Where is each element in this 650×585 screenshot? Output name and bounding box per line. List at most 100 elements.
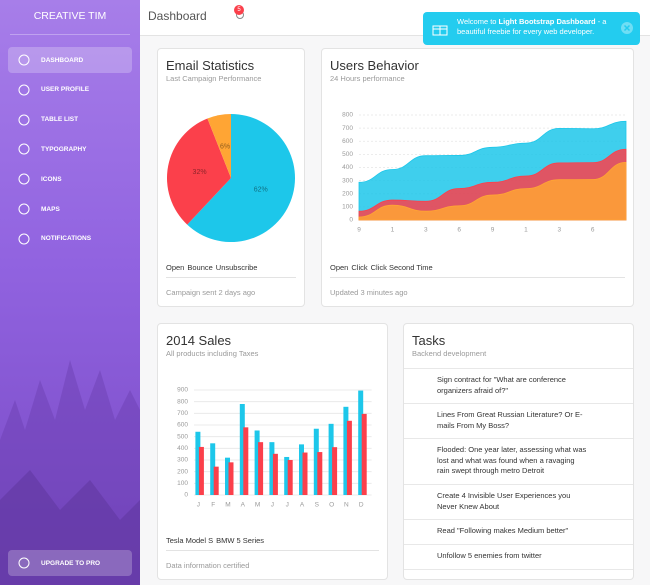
icon-shape: [18, 557, 30, 569]
icon-shape: [18, 143, 30, 155]
nav-item[interactable]: DASHBOARD: [8, 47, 132, 73]
task-row: Create 4 Invisible User Experiences you …: [404, 484, 633, 519]
bar: [213, 466, 219, 495]
task-text: Unfollow 5 enemies from twitter: [437, 551, 542, 560]
card-footer: Updated 3 minutes ago: [330, 288, 408, 297]
icon-shape: [18, 84, 30, 96]
nav-item[interactable]: TYPOGRAPHY: [8, 136, 132, 162]
divider: [330, 277, 625, 278]
x-tick-label: J: [197, 502, 200, 509]
task-row: Read "Following makes Medium better": [404, 519, 633, 544]
notification: Welcome to Light Bootstrap Dashboard - a…: [423, 12, 640, 45]
y-tick-label: 800: [177, 398, 188, 405]
y-tick-label: 100: [342, 204, 353, 211]
x-tick-label: F: [211, 502, 215, 509]
bar: [254, 430, 260, 495]
icon-shape: [18, 54, 30, 66]
x-tick-label: 9: [491, 227, 495, 234]
x-tick-label: N: [344, 502, 349, 509]
y-tick-label: 900: [177, 387, 188, 394]
separator: [10, 34, 130, 35]
card: Tasks Backend development Sign contract fo…: [403, 323, 634, 580]
nav-icon: [18, 84, 30, 96]
divider: [404, 569, 633, 570]
legend: Tesla Model S BMW 5 Series: [166, 536, 267, 545]
card-footer: Data information certified: [166, 561, 250, 570]
y-tick-label: 500: [177, 433, 188, 440]
bar: [243, 427, 249, 495]
y-tick-label: 100: [177, 480, 188, 487]
card-title: Users Behavior: [330, 58, 419, 73]
card-title: Tasks: [412, 333, 446, 348]
slice-label: 62%: [254, 187, 268, 194]
x-tick-label: M: [255, 502, 260, 509]
nav-item[interactable]: TABLE LIST: [8, 107, 132, 133]
legend: Open Bounce Unsubscribe: [166, 263, 260, 272]
chart: 0 100 200 300 400 500 600 700 800 900 J F M A M J J A S O N D: [177, 387, 372, 509]
nav-label: TYPOGRAPHY: [41, 145, 87, 153]
legend-entry: BMW 5 Series: [216, 536, 265, 545]
slice-label: 32%: [193, 169, 207, 176]
bar: [284, 456, 290, 495]
task-text: Read "Following makes Medium better": [437, 526, 569, 535]
bar: [239, 404, 245, 495]
nav-item[interactable]: MAPS: [8, 196, 132, 222]
nav-item[interactable]: UPGRADE TO PRO: [8, 550, 132, 576]
pie-slice: [167, 118, 231, 225]
x-tick-label: A: [241, 502, 246, 509]
nav-label: UPGRADE TO PRO: [41, 559, 101, 567]
task-text: Flooded: One year later, assessing what …: [437, 445, 587, 475]
task-text: Lines From Great Russian Literature? Or …: [437, 410, 583, 430]
nav-item[interactable]: ICONS: [8, 166, 132, 192]
icon-shape: [18, 114, 30, 126]
y-tick-label: 300: [177, 457, 188, 464]
y-tick-label: 400: [342, 164, 353, 171]
bar: [332, 447, 338, 495]
legend-entry: Bounce: [187, 263, 213, 272]
y-tick-label: 600: [177, 422, 188, 429]
card-subtitle: Backend development: [412, 349, 487, 358]
task-row: Lines From Great Russian Literature? Or …: [404, 403, 633, 438]
nav-icon: [18, 54, 30, 66]
divider: [166, 550, 379, 551]
text: - a beautiful freebie for every web deve…: [457, 17, 607, 36]
task-row: Flooded: One year later, assessing what …: [404, 438, 633, 484]
y-tick-label: 200: [342, 190, 353, 197]
notification-text: Welcome to Light Bootstrap Dashboard - a…: [457, 17, 617, 37]
y-tick-label: 600: [342, 138, 353, 145]
nav-label: TABLE LIST: [41, 116, 79, 124]
bar: [317, 452, 323, 495]
bar: [258, 442, 264, 495]
bar: [343, 406, 349, 495]
nav-item[interactable]: USER PROFILE: [8, 77, 132, 103]
bar: [346, 420, 352, 495]
gift-icon: [432, 25, 448, 36]
icon-shape: [18, 233, 30, 245]
nav-item[interactable]: NOTIFICATIONS: [8, 226, 132, 252]
legend-entry: Open: [166, 263, 185, 272]
close-button[interactable]: [620, 21, 634, 35]
brand[interactable]: CREATIVE TIM: [33, 10, 107, 22]
card: 2014 Sales All products including Taxes Te…: [157, 323, 388, 580]
legend-entry: Click Second Time: [370, 263, 433, 272]
sidebar-background: [0, 360, 140, 585]
y-tick-label: 700: [342, 125, 353, 132]
x-tick-label: 6: [457, 227, 461, 234]
y-tick-label: 0: [349, 217, 353, 224]
chart: 0 100 200 300 400 500 600 700 800 9 1 3 6 9 1 3 6: [342, 112, 627, 234]
text-bold: Light Bootstrap Dashboard: [498, 17, 596, 26]
card: Users Behavior 24 Hours performance Open Cl…: [321, 48, 634, 307]
bar: [225, 457, 230, 495]
nav-icon: [18, 233, 30, 245]
text: Welcome to: [457, 17, 499, 26]
pie-slice: [207, 114, 231, 178]
badge: 5: [234, 5, 244, 15]
x-tick-label: M: [225, 502, 230, 509]
task-text: Create 4 Invisible User Experiences you …: [437, 491, 571, 511]
card-title: 2014 Sales: [166, 333, 232, 348]
pie-slice: [187, 114, 295, 242]
y-tick-label: 400: [177, 445, 188, 452]
x-tick-label: 3: [557, 227, 561, 234]
x-tick-label: 9: [357, 227, 361, 234]
